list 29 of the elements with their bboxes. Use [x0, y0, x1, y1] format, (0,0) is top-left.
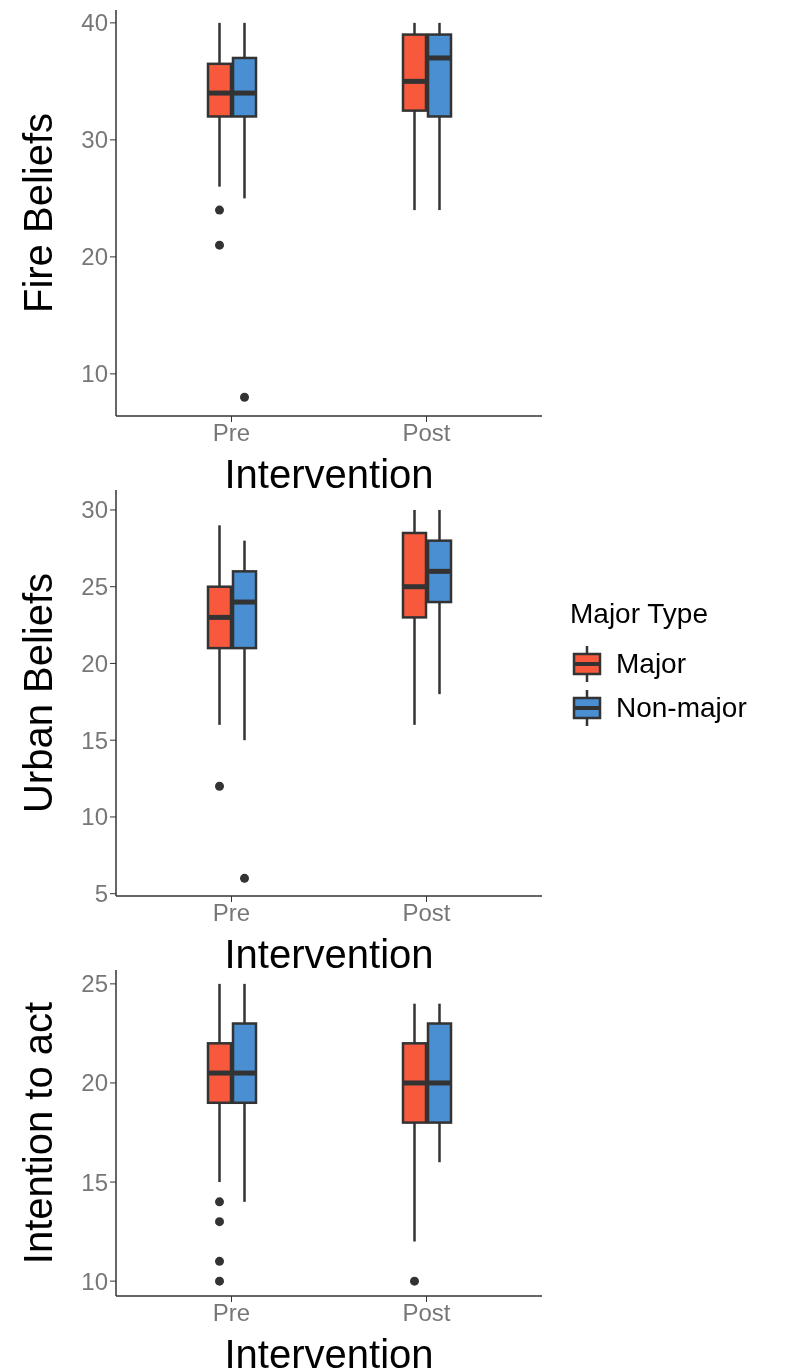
y-tick-label: 15	[81, 1168, 108, 1196]
y-tick-label: 20	[81, 243, 108, 271]
x-tick-label: Post	[402, 419, 451, 447]
y-tick-label: 20	[81, 1069, 108, 1097]
y-tick-label: 25	[81, 573, 108, 601]
y-axis-title: Intention to act	[16, 1001, 61, 1265]
x-axis-title: Intervention	[224, 1332, 434, 1372]
y-tick-label: 10	[81, 803, 108, 831]
y-tick-label: 40	[81, 9, 108, 37]
y-tick-label: 30	[81, 496, 108, 524]
y-tick-label: 10	[81, 1267, 108, 1295]
y-tick-label: 10	[81, 360, 108, 388]
x-axis-title: Intervention	[224, 932, 434, 976]
legend-label: Non-major	[616, 692, 747, 724]
x-tick-label: Pre	[212, 899, 251, 927]
y-axis-title: Urban Beliefs	[16, 572, 61, 814]
y-tick-label: 20	[81, 649, 108, 677]
x-axis-title: Intervention	[224, 452, 434, 496]
y-tick-label: 30	[81, 126, 108, 154]
y-tick-label: 25	[81, 970, 108, 998]
x-tick-label: Post	[402, 899, 451, 927]
legend-label: Major	[616, 648, 687, 680]
x-tick-label: Pre	[212, 419, 251, 447]
y-axis-title: Fire Beliefs	[16, 112, 61, 314]
x-tick-label: Post	[402, 1299, 451, 1327]
legend-title: Major Type	[570, 598, 709, 630]
x-tick-label: Pre	[212, 1299, 251, 1327]
y-tick-label: 15	[81, 726, 108, 754]
y-tick-label: 5	[94, 880, 108, 908]
